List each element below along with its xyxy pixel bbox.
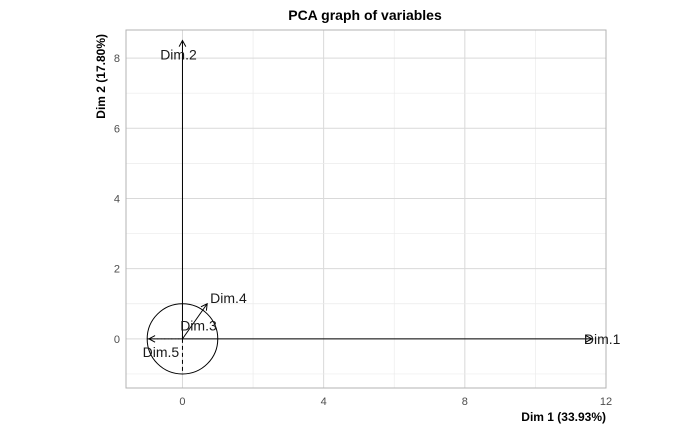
label-dim-2: Dim.2 [160, 47, 197, 63]
x-tick-label: 0 [179, 396, 185, 408]
x-tick-label: 4 [321, 396, 327, 408]
x-tick-label: 12 [600, 396, 612, 408]
variable-arrows [147, 39, 593, 343]
y-tick-label: 0 [114, 334, 120, 346]
label-dim-3: Dim.3 [180, 317, 217, 333]
panel-border [125, 29, 607, 389]
x-axis-title: Dim 1 (33.93%) [521, 410, 606, 424]
label-dim-1: Dim.1 [584, 331, 621, 347]
arrow-dim-1 [182, 335, 593, 343]
x-tick-label: 8 [462, 396, 468, 408]
y-tick-label: 2 [114, 264, 120, 276]
arrow-dim-4 [182, 302, 208, 340]
x-tick-labels: 0 4 8 12 [179, 396, 612, 408]
arrow-dim-2 [178, 39, 187, 339]
y-tick-labels: 0 2 4 6 8 [114, 53, 120, 346]
label-dim-4: Dim.4 [210, 290, 247, 306]
arrow-dim-5 [147, 335, 183, 343]
y-tick-label: 6 [114, 123, 120, 135]
y-axis-title: Dim 2 (17.80%) [94, 34, 108, 119]
y-tick-label: 8 [114, 53, 120, 65]
chart-title: PCA graph of variables [288, 7, 442, 23]
y-tick-label: 4 [114, 193, 120, 205]
label-dim-5: Dim.5 [143, 344, 180, 360]
variable-labels: Dim.1 Dim.2 Dim.3 Dim.4 Dim.5 [143, 47, 621, 360]
